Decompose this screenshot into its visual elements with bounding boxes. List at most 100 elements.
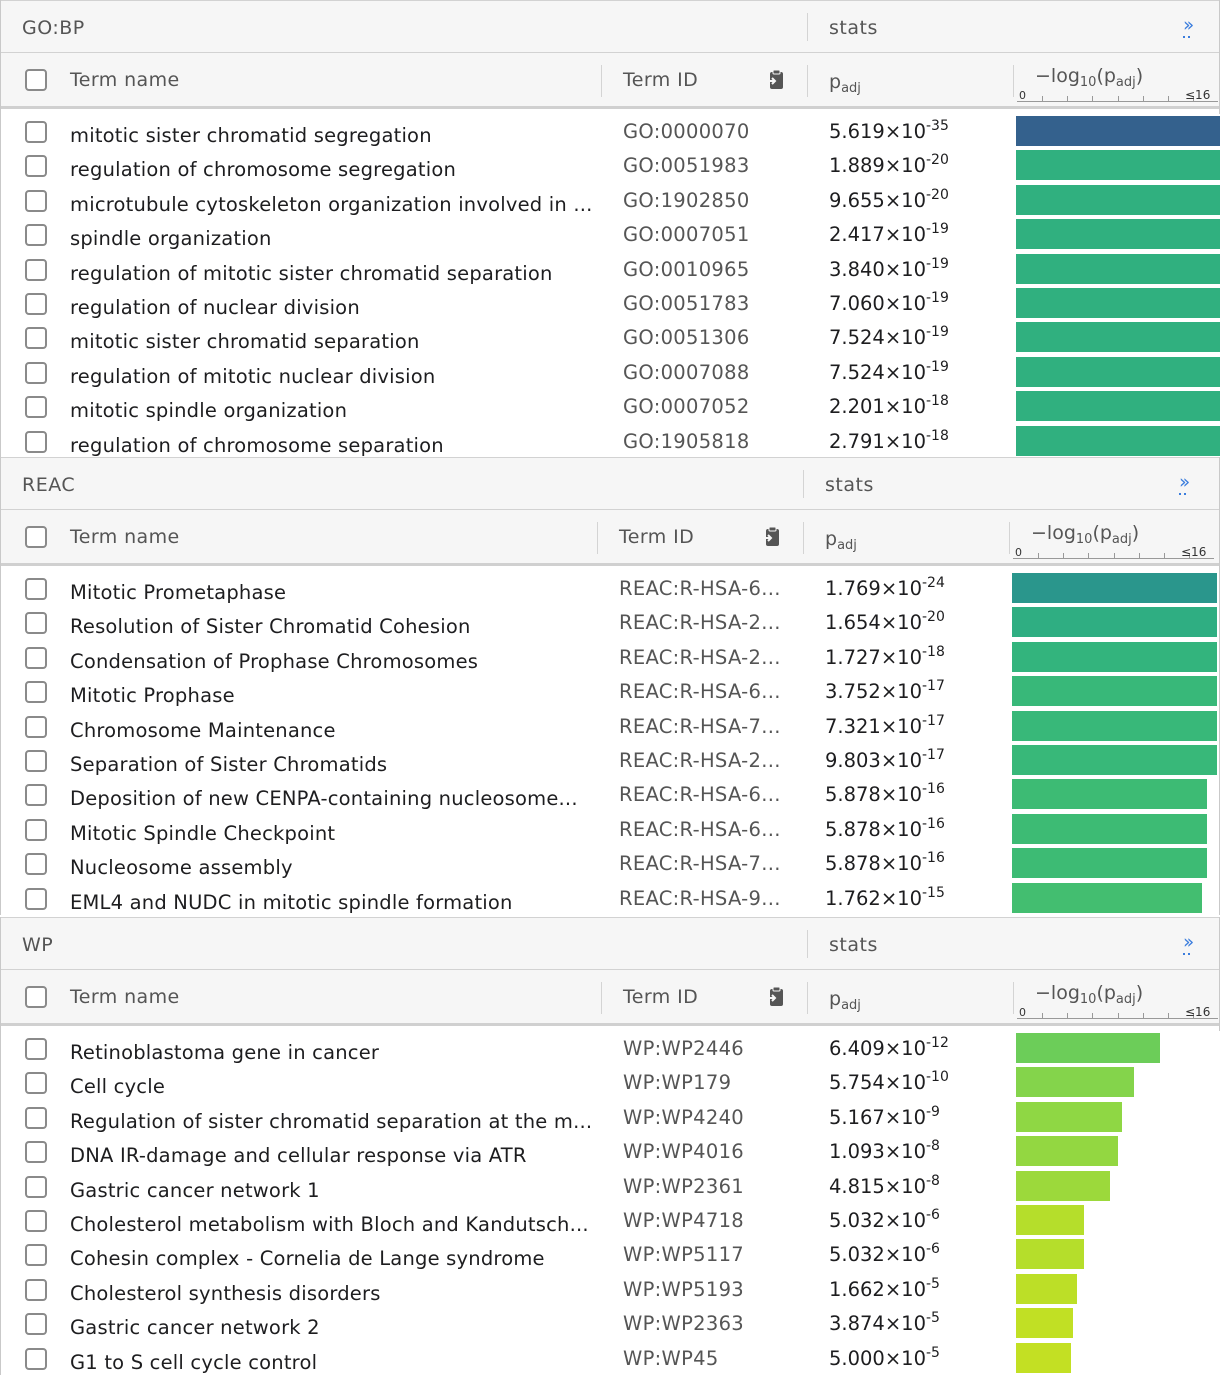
term-id-header[interactable]: Term ID — [623, 986, 699, 1008]
score-bar[interactable] — [1016, 322, 1220, 353]
row-checkbox[interactable] — [25, 361, 47, 384]
term-name[interactable]: EML4 and NUDC in mitotic spindle formati… — [70, 890, 513, 914]
term-name[interactable]: Gastric cancer network 2 — [70, 1316, 320, 1340]
table-row[interactable]: Condensation of Prophase Chromosomes REAC… — [1, 639, 1219, 675]
score-bar[interactable] — [1016, 184, 1220, 215]
select-all-checkbox[interactable] — [25, 69, 47, 91]
term-name[interactable]: Regulation of sister chromatid separatio… — [70, 1109, 593, 1133]
row-checkbox[interactable] — [25, 155, 47, 178]
table-row[interactable]: Gastric cancer network 1 WP:WP2361 4.815×1… — [1, 1168, 1220, 1203]
term-id[interactable]: WP:WP2361 — [623, 1174, 744, 1198]
table-row[interactable]: Regulation of sister chromatid separatio… — [1, 1099, 1220, 1135]
term-name[interactable]: Cholesterol synthesis disorders — [70, 1281, 381, 1305]
table-row[interactable]: Deposition of new CENPA-containing nucle… — [1, 777, 1219, 812]
clipboard-icon[interactable] — [767, 69, 787, 91]
score-bar[interactable] — [1012, 813, 1207, 844]
row-checkbox[interactable] — [25, 1106, 47, 1129]
row-checkbox[interactable] — [25, 784, 47, 807]
term-name-header[interactable]: Term name — [70, 986, 180, 1008]
row-checkbox[interactable] — [25, 121, 47, 143]
table-row[interactable]: DNA IR-damage and cellular response via … — [1, 1134, 1220, 1169]
term-id[interactable]: WP:WP4718 — [623, 1208, 744, 1232]
term-id[interactable]: GO:0007052 — [623, 395, 750, 419]
term-id[interactable]: GO:0000070 — [623, 120, 750, 143]
term-id[interactable]: WP:WP4240 — [623, 1105, 744, 1129]
term-id[interactable]: REAC:R-HSA-2... — [619, 611, 781, 635]
term-id[interactable]: WP:WP4016 — [623, 1140, 744, 1164]
row-checkbox[interactable] — [25, 292, 47, 315]
row-checkbox[interactable] — [25, 646, 47, 669]
score-bar[interactable] — [1012, 744, 1217, 775]
term-name[interactable]: Chromosome Maintenance — [70, 718, 336, 742]
score-bar[interactable] — [1016, 287, 1220, 318]
term-name[interactable]: Retinoblastoma gene in cancer — [70, 1041, 380, 1064]
score-bar[interactable] — [1016, 1342, 1072, 1373]
table-row[interactable]: microtubule cytoskeleton organization in… — [1, 182, 1220, 218]
term-name[interactable]: Condensation of Prophase Chromosomes — [70, 649, 479, 673]
term-id[interactable]: WP:WP2363 — [623, 1312, 744, 1336]
table-row[interactable]: regulation of mitotic nuclear division GO… — [1, 354, 1220, 390]
table-row[interactable]: Resolution of Sister Chromatid Cohesion R… — [1, 605, 1219, 640]
term-id[interactable]: REAC:R-HSA-6... — [619, 680, 781, 704]
score-bar[interactable] — [1012, 641, 1217, 672]
score-bar[interactable] — [1012, 848, 1207, 879]
table-row[interactable]: Mitotic Prometaphase REAC:R-HSA-6... 1.769… — [1, 571, 1219, 606]
row-checkbox[interactable] — [25, 396, 47, 419]
term-id[interactable]: WP:WP2446 — [623, 1037, 744, 1060]
term-id[interactable]: WP:WP179 — [623, 1071, 732, 1095]
term-name[interactable]: Mitotic Spindle Checkpoint — [70, 821, 336, 845]
term-name[interactable]: Nucleosome assembly — [70, 856, 293, 880]
term-name[interactable]: Cohesin complex - Cornelia de Lange synd… — [70, 1247, 545, 1271]
padj-header[interactable]: padj — [829, 988, 861, 1013]
table-row[interactable]: mitotic sister chromatid separation GO:00… — [1, 320, 1220, 355]
term-id[interactable]: REAC:R-HSA-6... — [619, 783, 781, 807]
row-checkbox[interactable] — [25, 749, 47, 772]
score-bar[interactable] — [1016, 1308, 1073, 1339]
row-checkbox[interactable] — [25, 1347, 47, 1370]
score-bar[interactable] — [1016, 1136, 1118, 1167]
row-checkbox[interactable] — [25, 189, 47, 212]
table-row[interactable]: regulation of chromosome separation GO:19… — [1, 423, 1220, 458]
term-id[interactable]: GO:0051983 — [623, 154, 750, 178]
score-bar[interactable] — [1012, 676, 1217, 707]
row-checkbox[interactable] — [25, 1072, 47, 1095]
term-id[interactable]: REAC:R-HSA-2... — [619, 748, 781, 772]
score-bar[interactable] — [1012, 710, 1217, 741]
padj-header[interactable]: padj — [829, 71, 861, 96]
term-id[interactable]: GO:1905818 — [623, 429, 750, 453]
row-checkbox[interactable] — [25, 578, 47, 600]
score-bar[interactable] — [1016, 1273, 1078, 1304]
row-checkbox[interactable] — [25, 681, 47, 704]
term-name[interactable]: Separation of Sister Chromatids — [70, 752, 388, 776]
select-all-checkbox[interactable] — [25, 526, 47, 548]
term-id[interactable]: GO:0051783 — [623, 291, 750, 315]
term-name[interactable]: regulation of mitotic sister chromatid s… — [70, 261, 553, 285]
table-row[interactable]: Cholesterol synthesis disorders WP:WP5193… — [1, 1271, 1220, 1307]
term-name[interactable]: DNA IR-damage and cellular response via … — [70, 1144, 527, 1168]
score-bar[interactable] — [1016, 1067, 1134, 1098]
table-row[interactable]: Separation of Sister Chromatids REAC:R-HS… — [1, 742, 1219, 778]
log-padj-header[interactable]: −log10(padj) — [1031, 522, 1139, 547]
term-id[interactable]: REAC:R-HSA-7... — [619, 852, 781, 876]
expand-icon[interactable]: ›› — [1179, 471, 1190, 495]
term-name[interactable]: Mitotic Prophase — [70, 684, 235, 708]
term-id[interactable]: WP:WP5193 — [623, 1277, 744, 1301]
select-all-checkbox[interactable] — [25, 986, 47, 1008]
row-checkbox[interactable] — [25, 224, 47, 247]
row-checkbox[interactable] — [25, 715, 47, 738]
term-name[interactable]: mitotic sister chromatid segregation — [70, 124, 432, 147]
term-name[interactable]: Mitotic Prometaphase — [70, 581, 287, 604]
table-row[interactable]: G1 to S cell cycle control WP:WP45 5.000×1… — [1, 1340, 1220, 1375]
log-padj-header[interactable]: −log10(padj) — [1035, 982, 1143, 1007]
clipboard-icon[interactable] — [767, 986, 787, 1008]
term-name[interactable]: regulation of chromosome separation — [70, 433, 444, 457]
table-row[interactable]: EML4 and NUDC in mitotic spindle formati… — [1, 880, 1219, 915]
term-name[interactable]: regulation of chromosome segregation — [70, 158, 457, 182]
score-bar[interactable] — [1016, 253, 1220, 284]
term-name[interactable]: microtubule cytoskeleton organization in… — [70, 192, 593, 216]
term-name[interactable]: mitotic spindle organization — [70, 399, 348, 423]
table-row[interactable]: Chromosome Maintenance REAC:R-HSA-7... 7.3… — [1, 708, 1219, 743]
term-id[interactable]: REAC:R-HSA-6... — [619, 817, 781, 841]
row-checkbox[interactable] — [25, 818, 47, 841]
expand-icon[interactable]: ›› — [1183, 14, 1194, 38]
